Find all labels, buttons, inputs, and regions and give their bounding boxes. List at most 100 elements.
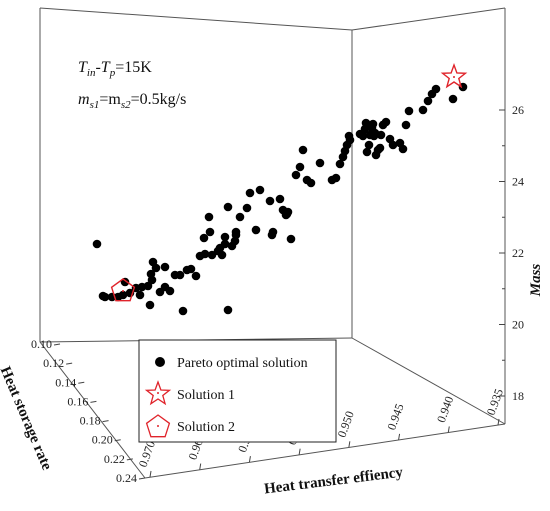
- x-tick: [497, 418, 500, 426]
- y-axis-label: Heat storage rate: [0, 364, 55, 473]
- legend-marker-pareto: [155, 357, 165, 367]
- y-tick: [78, 381, 85, 384]
- y-tick-label: 0.18: [80, 414, 101, 428]
- legend-star-dot: [157, 392, 159, 394]
- z-tick-label: 20: [512, 318, 524, 332]
- annotation-2-tail: =0.5kg/s: [131, 91, 187, 108]
- x-tick-label: 0.970: [136, 439, 158, 469]
- x-tick: [298, 448, 301, 455]
- annotation-2-mid: =m: [99, 91, 121, 108]
- y-tick: [126, 458, 133, 461]
- solution-1-star: [440, 62, 468, 89]
- pareto-point: [345, 135, 355, 145]
- solution-1-dot: [453, 76, 455, 78]
- y-tick-label: 0.20: [92, 433, 113, 447]
- condition-annotation: Tin-Tp=15K ms1=ms2=0.5kg/s: [78, 59, 186, 111]
- x-axis-label: Heat transfer effiency: [263, 465, 404, 498]
- annotation-line-1: Tin-Tp=15K: [78, 59, 152, 79]
- pareto-point: [145, 300, 155, 310]
- pareto-point: [376, 130, 386, 140]
- pareto-point: [298, 145, 308, 155]
- x-tick: [248, 456, 251, 463]
- y-tick-label: 0.10: [31, 337, 52, 351]
- pareto-point: [245, 188, 255, 198]
- y-tick: [90, 400, 97, 403]
- solution-2-pentagon: [110, 278, 136, 302]
- pareto-point: [151, 263, 161, 273]
- annotation-1-main: T: [78, 59, 88, 76]
- y-tick-label: 0.12: [43, 356, 64, 370]
- x-tick: [447, 426, 450, 433]
- pareto-point: [375, 143, 385, 153]
- z-tick-label: 24: [512, 175, 524, 189]
- y-tick-label: 0.16: [67, 394, 88, 408]
- x-tick: [398, 433, 401, 440]
- x-tick: [199, 463, 202, 470]
- solution-2-dot: [122, 290, 124, 292]
- annotation-2-main: m: [78, 91, 90, 108]
- z-tick-label: 22: [512, 246, 524, 260]
- pareto-point: [401, 120, 411, 130]
- pareto-point: [118, 290, 128, 300]
- pareto-point: [275, 194, 285, 204]
- pareto-point: [92, 239, 102, 249]
- pareto-point: [220, 232, 230, 242]
- pareto-point: [147, 275, 157, 285]
- z-axis: 18 20 22 24 26: [499, 103, 524, 403]
- pareto-point: [220, 239, 230, 249]
- pareto-point: [178, 306, 188, 316]
- pareto-point: [398, 144, 408, 154]
- pareto-point: [265, 196, 275, 206]
- y-tick-label: 0.22: [104, 452, 125, 466]
- floor-back-right-edge: [351, 337, 506, 425]
- legend-marker-solution-2: [145, 414, 171, 438]
- pareto-point: [135, 290, 145, 300]
- pareto-point: [281, 210, 291, 220]
- x-tick: [348, 441, 351, 448]
- pareto-point: [199, 233, 209, 243]
- y-tick-label: 0.14: [55, 375, 76, 389]
- y-tick-label: 0.24: [116, 471, 137, 485]
- x-tick-label: 0.945: [384, 402, 406, 432]
- pareto-point: [160, 262, 170, 272]
- pareto-point: [242, 203, 252, 213]
- back-top-right-edge: [351, 7, 506, 31]
- pareto-point: [268, 227, 278, 237]
- pareto-point: [223, 305, 233, 315]
- annotation-1-sub-a: in: [87, 67, 96, 79]
- annotation-1-tail: =15K: [115, 59, 152, 76]
- z-tick-label: 26: [512, 103, 524, 117]
- legend-box: [138, 339, 337, 443]
- z-axis-label: Mass: [528, 264, 544, 298]
- annotation-2-sub-b: s2: [121, 99, 131, 111]
- legend: Pareto optimal solution Solution 1 Solut…: [138, 339, 337, 443]
- pareto-point: [368, 119, 378, 129]
- pareto-points: [92, 82, 468, 316]
- annotation-1-sub-b: p: [109, 67, 116, 79]
- legend-pentagon-dot: [157, 425, 159, 427]
- legend-marker-solution-1: [144, 380, 172, 406]
- annotation-line-2: ms1=ms2=0.5kg/s: [78, 91, 186, 111]
- legend-label-pareto: Pareto optimal solution: [177, 356, 308, 371]
- pareto-point: [315, 158, 325, 168]
- pareto-point: [448, 94, 458, 104]
- pareto-point: [295, 162, 305, 172]
- pareto-point: [431, 84, 441, 94]
- y-tick: [53, 343, 61, 346]
- y-axis: 0.10 0.12 0.14 0.16 0.18 0.20 0.22 0.24: [31, 337, 146, 485]
- x-tick-label: 0.940: [434, 394, 456, 424]
- pareto-point: [331, 173, 341, 183]
- pareto-point: [200, 249, 210, 259]
- pareto-point: [191, 271, 201, 281]
- pareto-point: [361, 118, 371, 128]
- pareto-point: [364, 140, 374, 150]
- pareto-point: [165, 286, 175, 296]
- x-tick-label: 0.935: [484, 387, 506, 417]
- pareto-point: [205, 227, 215, 237]
- legend-label-solution-2: Solution 2: [177, 420, 235, 435]
- pareto-point: [423, 96, 433, 106]
- z-tick-label: 18: [512, 389, 524, 403]
- pareto-point: [358, 131, 368, 141]
- back-top-left-edge: [39, 7, 353, 31]
